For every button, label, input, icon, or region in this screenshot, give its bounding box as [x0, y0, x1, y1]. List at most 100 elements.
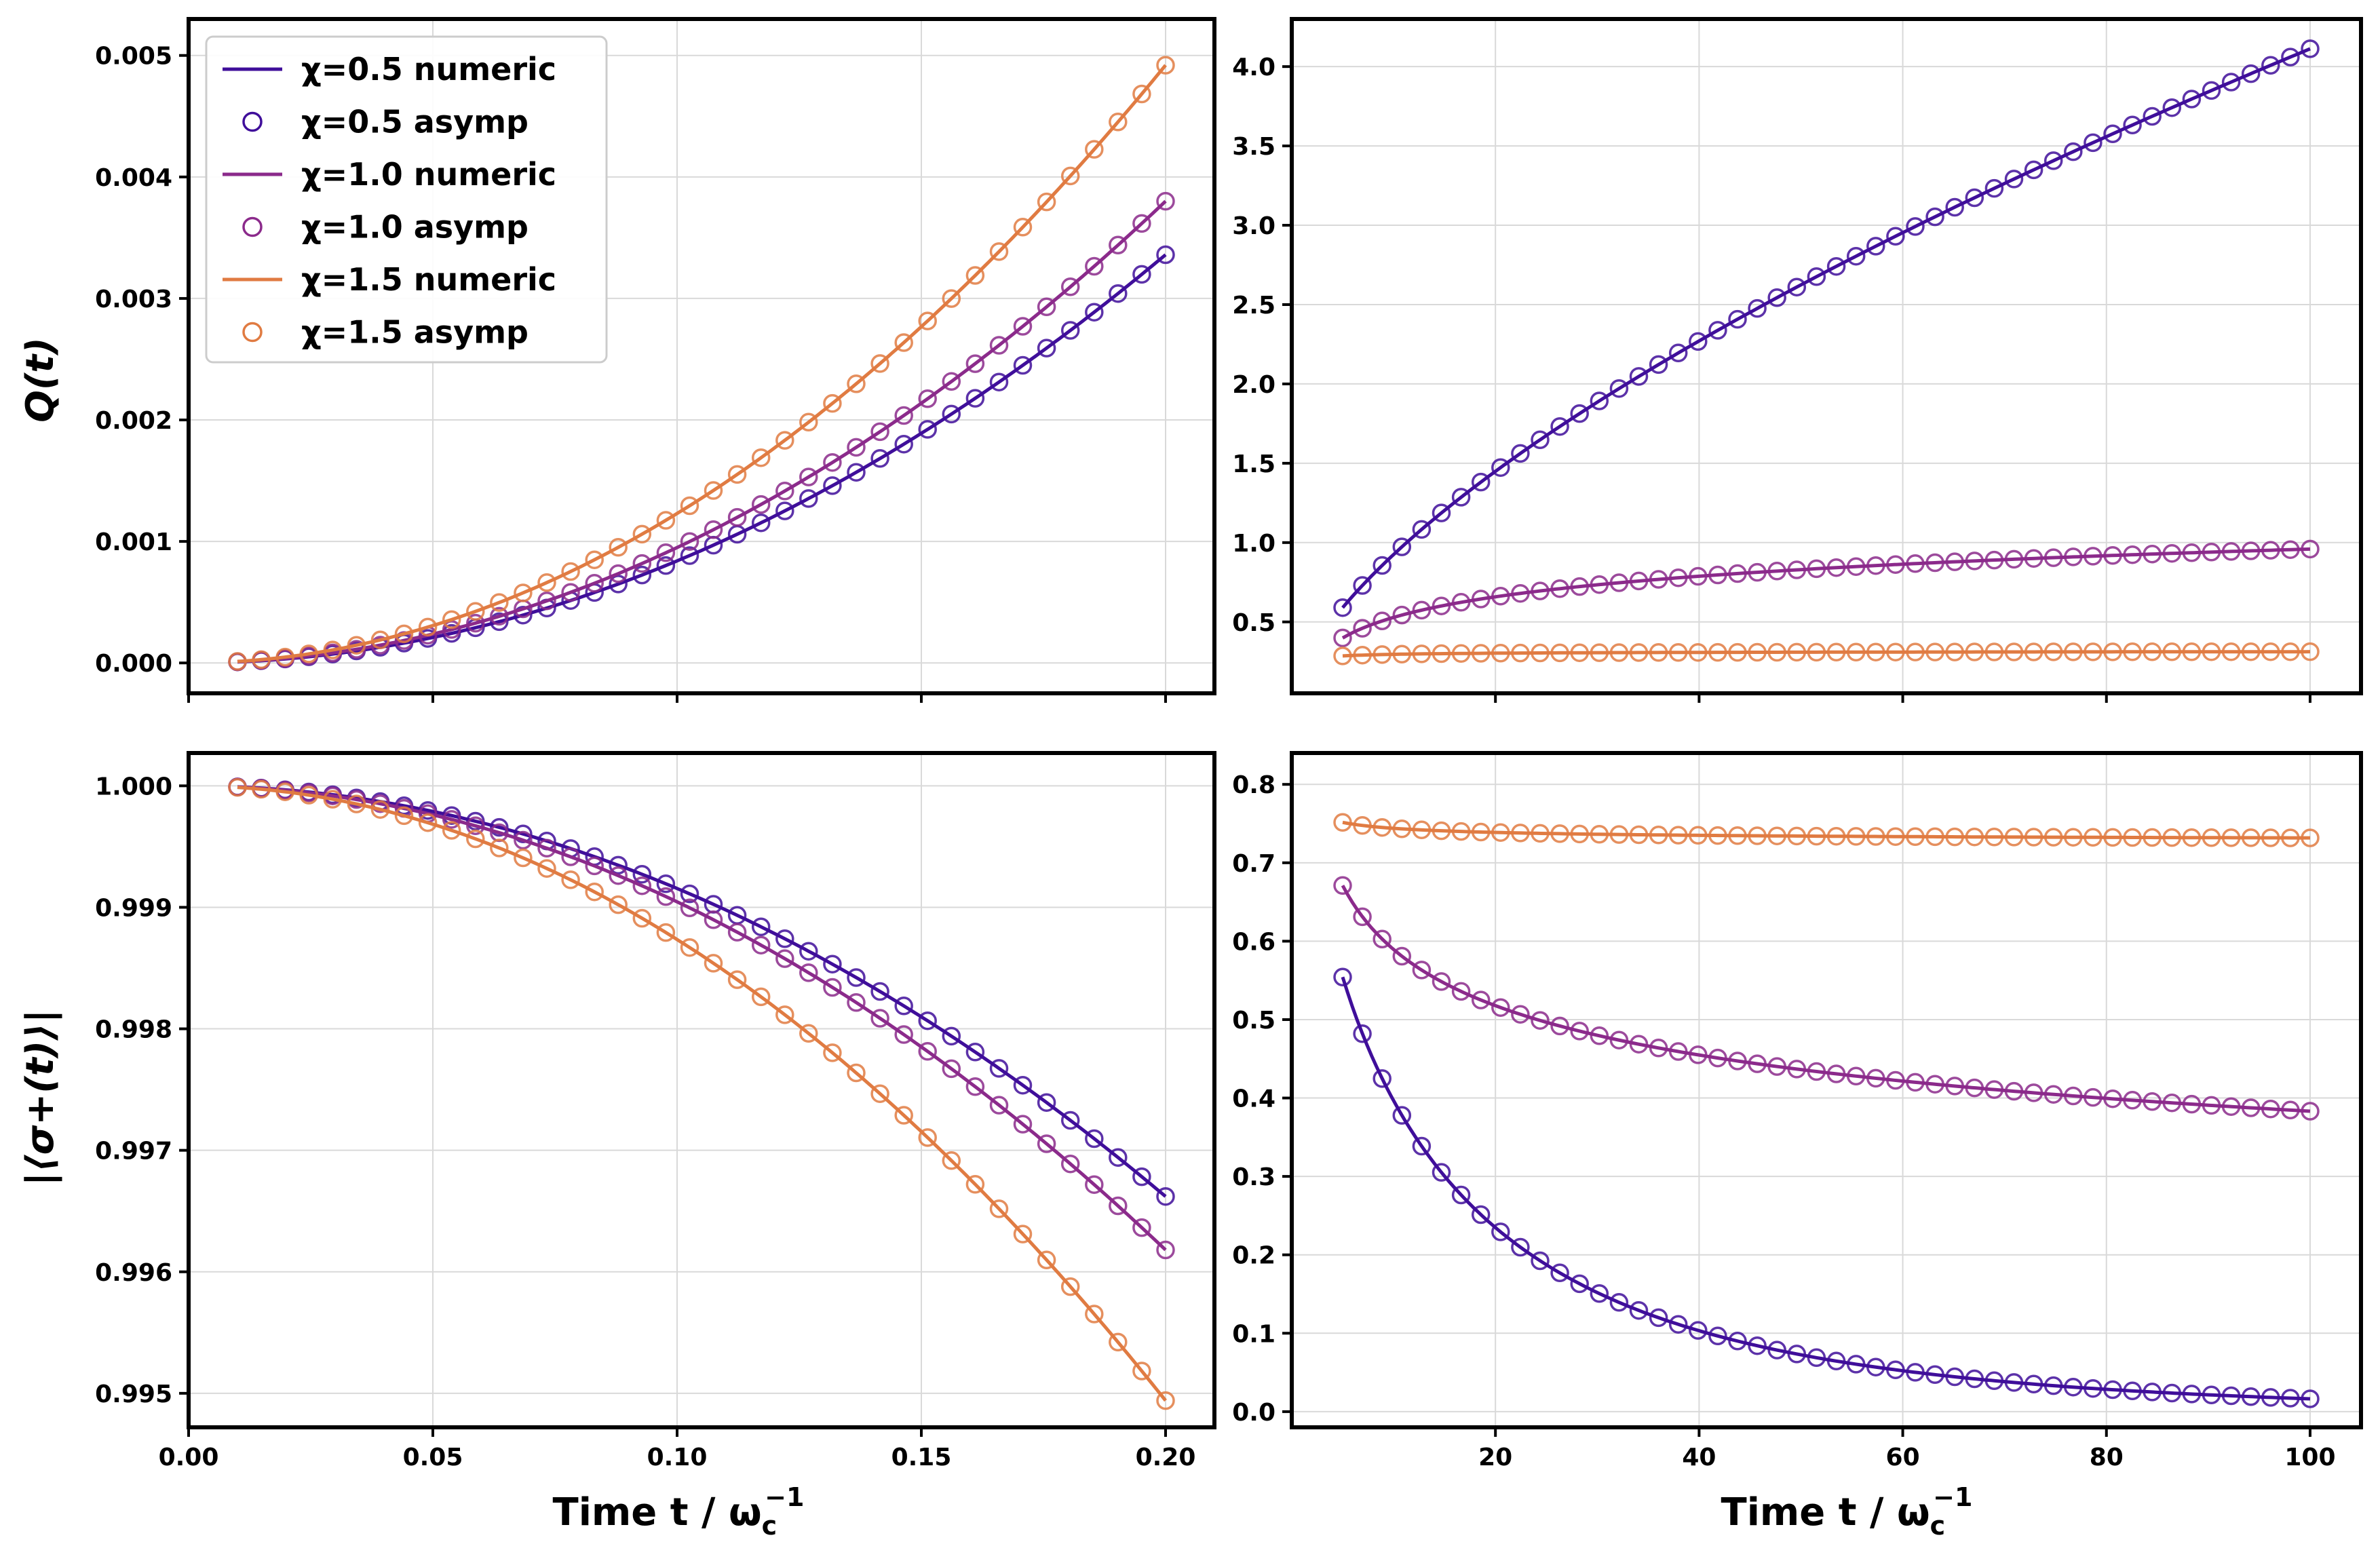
- series-marker-chi15: [1886, 827, 1905, 846]
- y-tick-label: 0.001: [95, 528, 172, 556]
- series-marker-chi10: [1629, 571, 1649, 591]
- series-marker-chi15: [1570, 824, 1589, 844]
- series-marker-chi10: [656, 543, 676, 562]
- series-marker-chi05: [1629, 367, 1649, 386]
- y-tick-label: 2.0: [1232, 371, 1275, 399]
- legend-box: [205, 35, 608, 364]
- y-tick-label: 4.0: [1232, 54, 1275, 81]
- series-marker-chi05: [2004, 170, 2024, 189]
- series-marker-chi05: [918, 1011, 937, 1030]
- series-marker-chi05: [2103, 1380, 2122, 1400]
- series-marker-chi15: [1373, 817, 1391, 837]
- series-marker-chi05: [2084, 1378, 2103, 1398]
- series-marker-chi10: [1156, 191, 1175, 211]
- series-line-chi15: [1342, 820, 2310, 840]
- series-marker-chi15: [1767, 642, 1786, 662]
- series-marker-chi15: [2103, 828, 2122, 847]
- series-marker-chi10: [1109, 1196, 1128, 1216]
- series-marker-chi15: [1511, 824, 1530, 843]
- series-marker-chi10: [2241, 1098, 2261, 1117]
- series-marker-chi05: [632, 565, 652, 585]
- series-marker-chi15: [1037, 192, 1056, 212]
- series-marker-chi10: [1511, 583, 1530, 603]
- series-marker-chi15: [585, 882, 604, 902]
- y-tick-label: 0.005: [95, 43, 172, 71]
- series-marker-chi05: [1333, 598, 1352, 617]
- series-marker-chi10: [1866, 556, 1885, 575]
- series-marker-chi10: [1531, 581, 1550, 600]
- series-marker-chi10: [1432, 972, 1451, 991]
- series-marker-chi05: [1866, 1357, 1885, 1376]
- series-marker-chi15: [1945, 642, 1964, 661]
- x-axis-label-right-main: Time t / ω: [1721, 1490, 1930, 1535]
- series-marker-chi05: [1787, 1345, 1807, 1364]
- series-marker-chi10: [2064, 1086, 2083, 1106]
- legend-label: χ=1.5 numeric: [301, 261, 556, 298]
- series-marker-chi05: [1649, 1308, 1668, 1328]
- series-marker-chi10: [2301, 1102, 2320, 1121]
- series-marker-chi15: [2004, 642, 2024, 661]
- series-marker-chi15: [870, 354, 889, 373]
- x-axis-label-left-sub: c: [762, 1511, 778, 1541]
- axes-frame: [187, 751, 1216, 1429]
- series-marker-chi05: [1906, 1363, 1925, 1382]
- series-marker-chi05: [1013, 355, 1033, 375]
- series-marker-chi10: [1906, 554, 1925, 573]
- series-marker-chi10: [1132, 214, 1151, 233]
- series-marker-chi10: [2004, 1081, 2024, 1101]
- series-marker-chi15: [1333, 647, 1352, 665]
- series-marker-chi10: [1412, 600, 1432, 620]
- legend: χ=0.5 numeric χ=0.5 asymp χ=1.0 numeric χ=1…: [205, 35, 608, 364]
- y-tick-label: 0.1: [1232, 1320, 1275, 1348]
- series-marker-chi15: [2084, 828, 2103, 847]
- series-marker-chi10: [442, 810, 461, 829]
- series-marker-chi05: [1767, 1340, 1786, 1359]
- series-marker-chi05: [1945, 197, 1964, 217]
- series-marker-chi05: [2182, 1385, 2202, 1404]
- series-marker-chi10: [989, 336, 1009, 355]
- series-marker-chi05: [751, 917, 771, 936]
- series-marker-chi05: [1590, 391, 1609, 410]
- series-marker-chi15: [1787, 642, 1807, 662]
- series-marker-chi05: [2221, 73, 2241, 92]
- series-marker-chi15: [704, 481, 723, 500]
- panel-bottom-left: 0.00 0.05 0.10 0.15 0.20 0.995 0.996 0.997 0.998…: [95, 751, 1216, 1471]
- y-tick-label: 0.004: [95, 164, 172, 192]
- series-marker-chi10: [965, 354, 985, 373]
- series-marker-chi10: [2162, 1093, 2182, 1113]
- series-marker-chi05: [2241, 1387, 2261, 1406]
- series-marker-chi10: [1886, 555, 1905, 574]
- y-tick-label: 0.2: [1232, 1242, 1275, 1270]
- series-marker-chi05: [1412, 1136, 1432, 1156]
- series-marker-chi10: [918, 389, 937, 408]
- series-marker-chi05: [1550, 417, 1569, 436]
- series-marker-chi05: [1085, 1129, 1104, 1149]
- series-marker-chi05: [2301, 39, 2320, 58]
- series-marker-chi10: [894, 1025, 913, 1044]
- series-marker-chi05: [965, 389, 985, 408]
- series-marker-chi15: [2301, 828, 2320, 847]
- series-marker-chi05: [1984, 1371, 2004, 1391]
- series-marker-chi05: [680, 884, 699, 904]
- series-marker-chi10: [1965, 1078, 1984, 1098]
- series-marker-chi05: [2241, 64, 2261, 83]
- series-marker-chi15: [2143, 642, 2162, 661]
- series-marker-chi10: [1085, 1175, 1104, 1194]
- series-marker-chi05: [1373, 556, 1391, 575]
- series-marker-chi10: [2143, 544, 2162, 564]
- axes-frame: [1290, 751, 2363, 1429]
- series-marker-chi10: [2064, 547, 2083, 566]
- series-marker-chi05: [1353, 576, 1372, 595]
- series-marker-chi15: [1590, 825, 1609, 844]
- series-marker-chi05: [847, 463, 866, 482]
- series-marker-chi15: [2123, 642, 2142, 661]
- series-marker-chi05: [2162, 98, 2182, 117]
- series-marker-chi05: [1451, 1185, 1471, 1205]
- series-marker-chi15: [370, 630, 390, 650]
- y-tick-label: 0.995: [95, 1381, 172, 1408]
- series-marker-chi05: [1728, 309, 1747, 329]
- series-marker-chi15: [2043, 642, 2063, 661]
- series-marker-chi10: [2043, 1085, 2063, 1104]
- series-marker-chi05: [609, 575, 628, 594]
- series-marker-chi15: [1432, 644, 1451, 663]
